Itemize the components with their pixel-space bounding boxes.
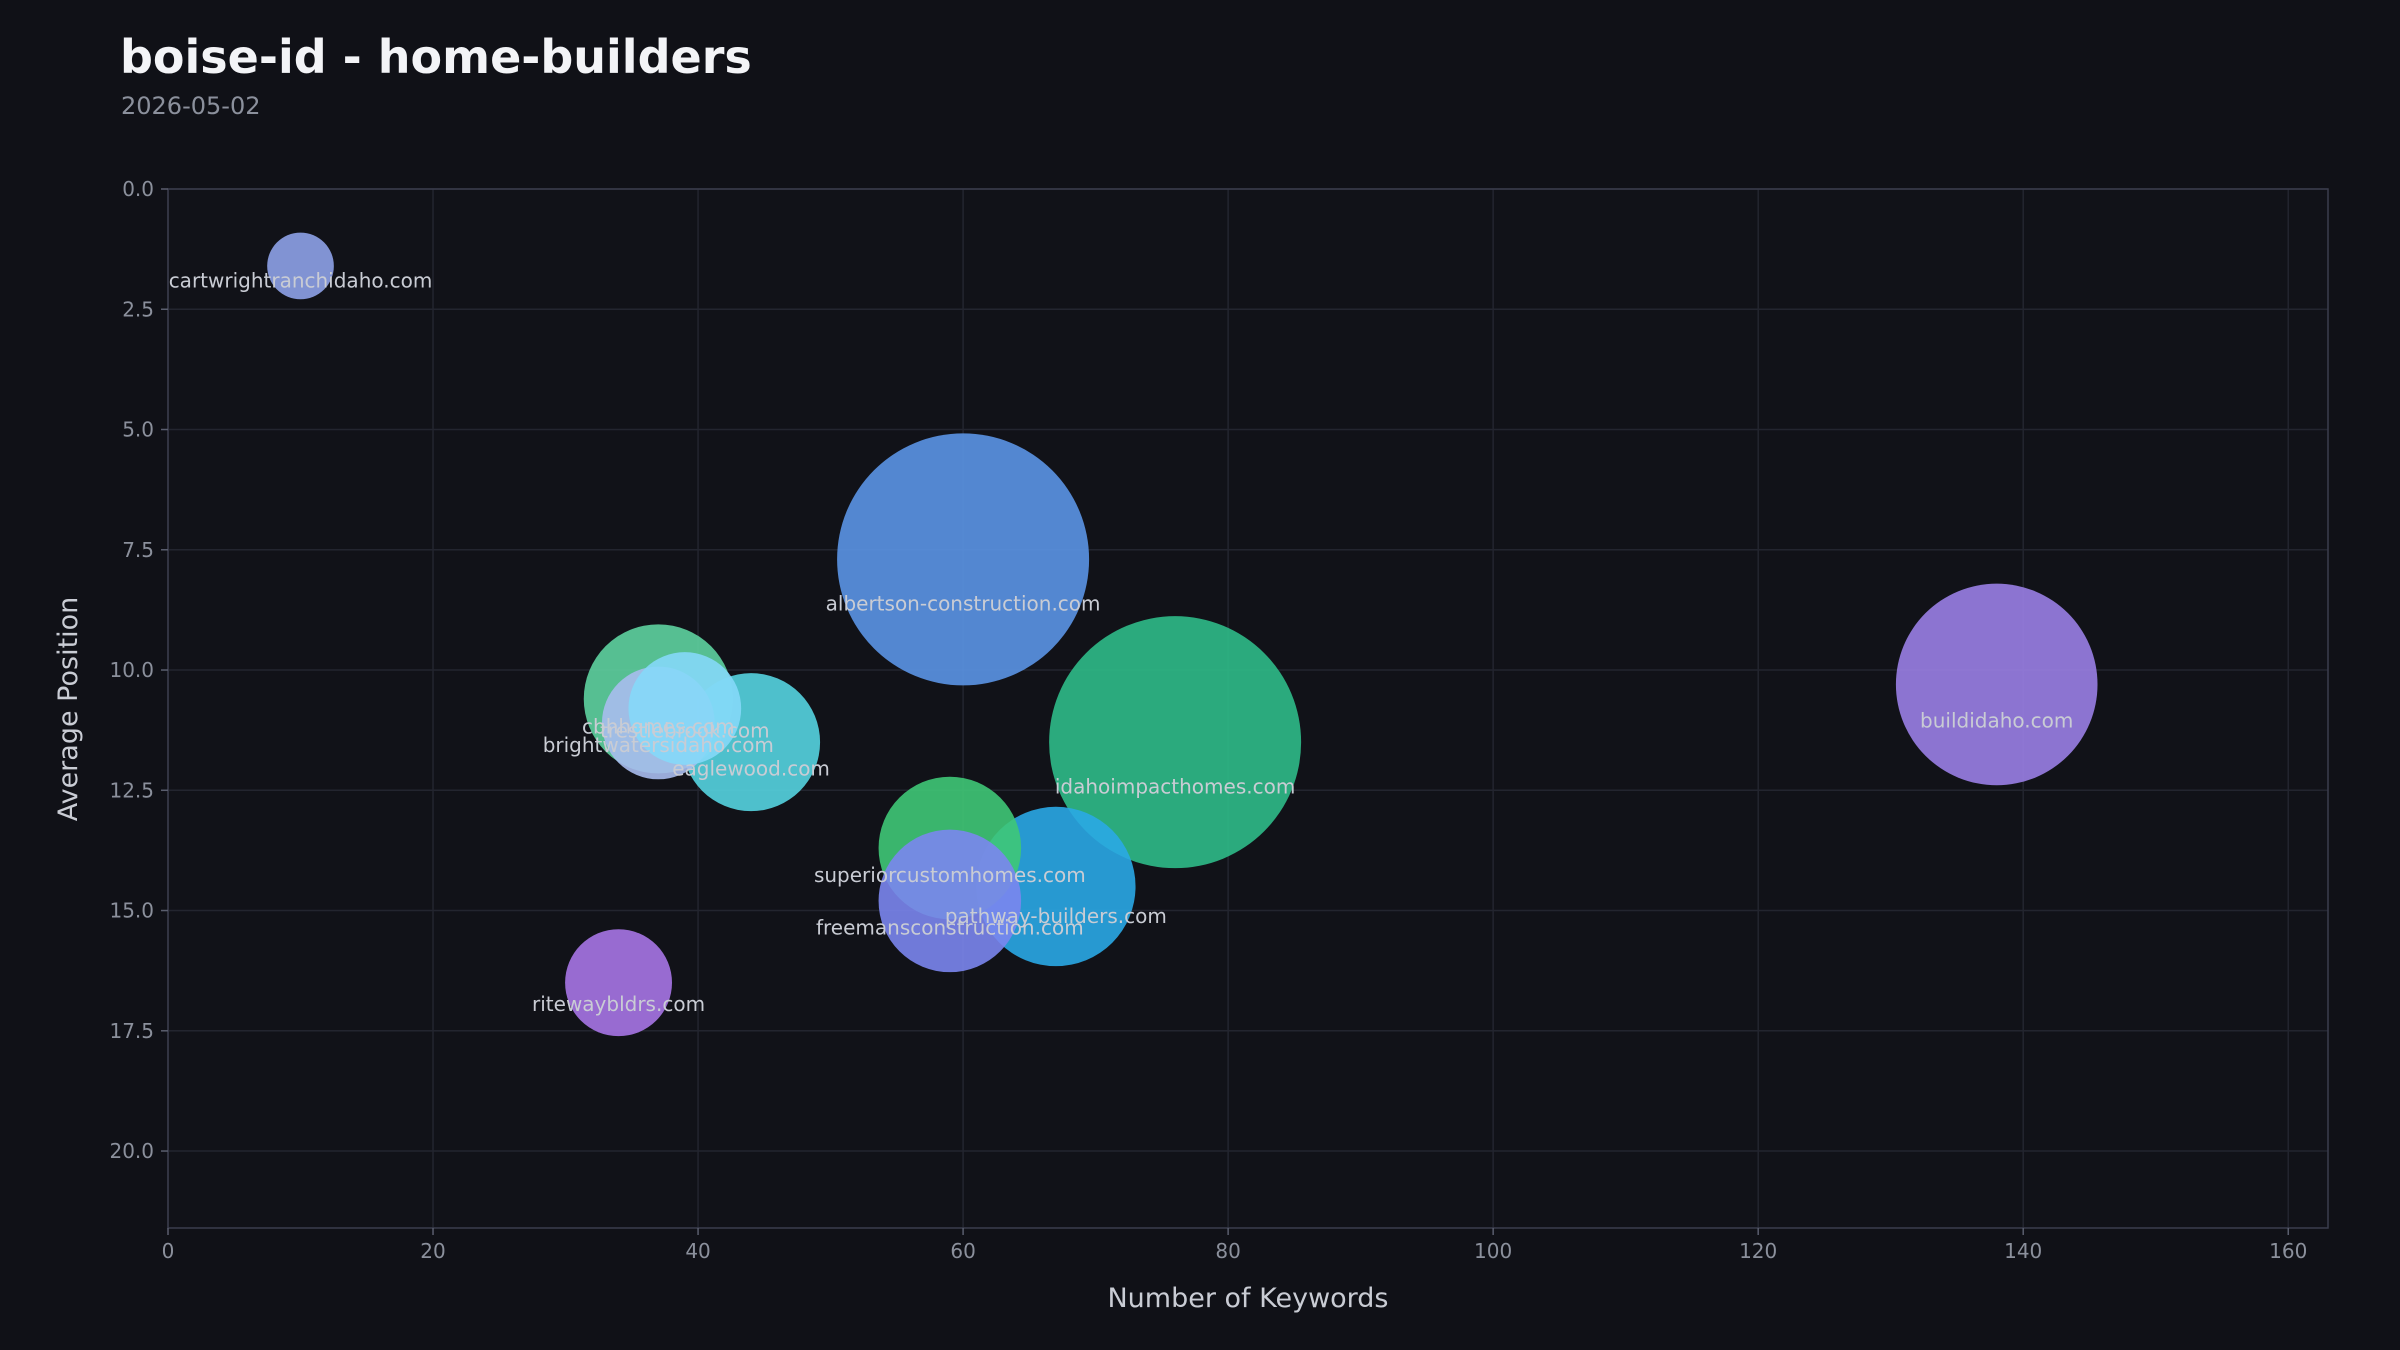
bubble-label: brightwatersidaho.com	[543, 733, 774, 757]
x-tick-label: 0	[162, 1239, 175, 1263]
bubble-label: cartwrightranchidaho.com	[169, 269, 433, 293]
x-tick-label: 160	[2269, 1239, 2307, 1263]
y-tick-label: 12.5	[109, 778, 154, 802]
y-tick-label: 20.0	[109, 1139, 154, 1163]
chart-title: boise-id - home-builders	[120, 30, 752, 84]
x-tick-label: 40	[685, 1239, 710, 1263]
bubble-label: albertson-construction.com	[826, 592, 1101, 616]
x-tick-label: 80	[1215, 1239, 1240, 1263]
y-tick-label: 10.0	[109, 658, 154, 682]
bubble-labels: albertson-construction.com idahoimpacthom…	[169, 269, 2074, 1016]
y-tick-label: 15.0	[109, 899, 154, 923]
plot-frame	[167, 188, 2329, 1229]
x-tick-label: 20	[420, 1239, 445, 1263]
bubble-label: superiorcustomhomes.com	[814, 863, 1086, 887]
bubble	[1895, 583, 2098, 786]
bubble-label: idahoimpacthomes.com	[1055, 774, 1295, 798]
x-tick-label: 120	[1739, 1239, 1777, 1263]
y-tick-label: 2.5	[122, 297, 154, 321]
bubbles	[267, 232, 2098, 1037]
bubble	[878, 829, 1022, 973]
bubble	[628, 652, 742, 765]
bubble-label: freemansconstruction.com	[816, 916, 1084, 940]
y-axis-title: Average Position	[53, 597, 84, 822]
bubble-label: trestlebrook.com	[600, 719, 770, 743]
bubble-label: eaglewood.com	[672, 756, 830, 780]
x-tick-label: 100	[1474, 1239, 1512, 1263]
y-tick-label: 0.0	[122, 177, 154, 201]
tick-labels: 0 20 40 60 80 100 120 140 160 0.0 2.5 5.0 7.5 10.0 12.…	[109, 177, 2307, 1263]
x-tick-label: 60	[950, 1239, 975, 1263]
y-tick-label: 7.5	[122, 538, 154, 562]
bubble	[1049, 616, 1302, 869]
y-tick-label: 17.5	[109, 1019, 154, 1043]
x-tick-label: 140	[2004, 1239, 2042, 1263]
bubble-label: pathway-builders.com	[945, 904, 1167, 928]
bubble-label: buildidaho.com	[1920, 709, 2073, 733]
bubble	[267, 232, 334, 300]
bubble-label: cbhhomes.com	[582, 715, 735, 739]
y-tick-label: 5.0	[122, 418, 154, 442]
bubble	[837, 433, 1090, 686]
chart-subtitle: 2026-05-02	[121, 92, 261, 120]
x-axis-title: Number of Keywords	[1107, 1283, 1388, 1314]
bubble-label: ritewaybldrs.com	[532, 992, 705, 1016]
bubble	[565, 929, 673, 1037]
